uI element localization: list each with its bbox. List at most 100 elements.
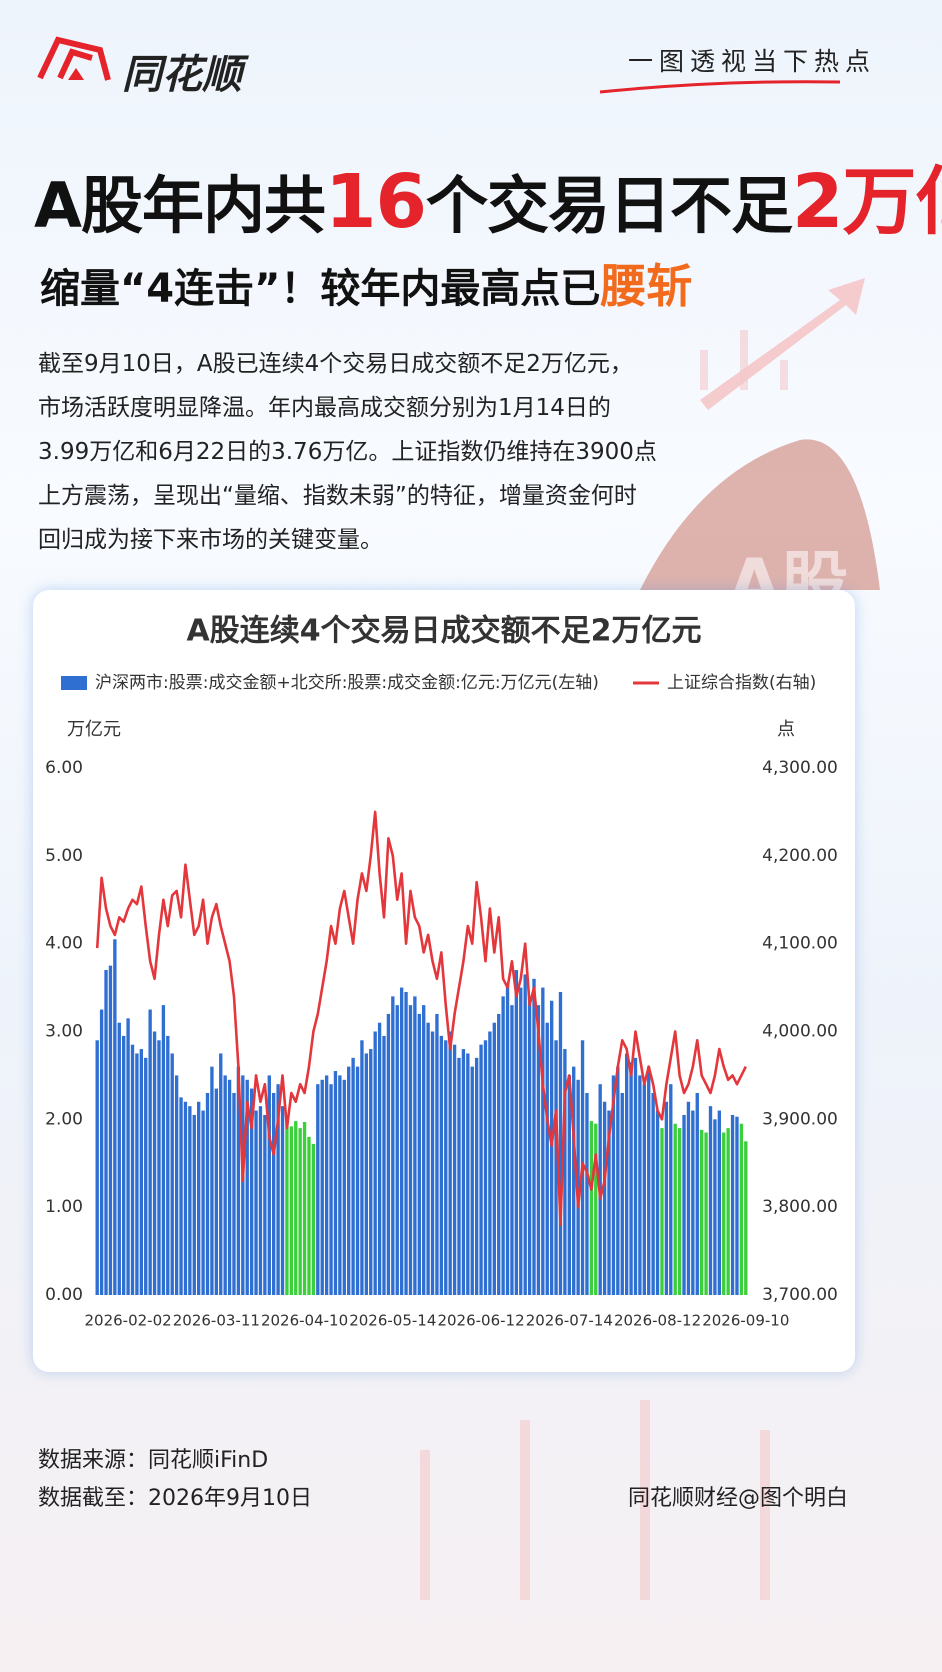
bar (532, 978, 536, 1295)
y-tick-label: 0.00 (45, 1285, 83, 1305)
bar (174, 1075, 179, 1295)
bar (611, 1075, 616, 1295)
up-arrow (700, 278, 865, 410)
chart-card: A股连续4个交易日成交额不足2万亿元 万亿元 点 0.00 1.00 2.00 3.0… (33, 590, 855, 1372)
line (95, 810, 747, 1227)
bar (660, 1128, 664, 1295)
bar (302, 1121, 307, 1295)
bar (214, 1088, 219, 1295)
y2-tick-label: 3,900.00 (762, 1109, 838, 1129)
bar (232, 1092, 236, 1295)
bar (523, 974, 527, 1295)
bar (192, 1114, 196, 1295)
bar (108, 965, 113, 1295)
paragraph-line: 3.99万亿和6月22日的3.76万亿。上证指数仍维持在3900点 (38, 439, 657, 465)
bar (408, 1005, 413, 1295)
bar (276, 1084, 280, 1295)
bar (360, 1040, 364, 1295)
bar (422, 1005, 426, 1295)
logo (37, 36, 111, 81)
bar (505, 983, 510, 1295)
y-axis-label: 万亿元 (67, 719, 121, 740)
bar (267, 1075, 271, 1295)
bar (602, 1101, 607, 1295)
slogan-underline (599, 80, 841, 94)
bar (554, 1040, 558, 1295)
y2-axis-label: 点 (777, 719, 795, 740)
bar (497, 1013, 501, 1295)
paragraph: 截至9月10日，A股已连续4个交易日成交额不足2万亿元， 市场活跃度明显降温。年内… (38, 342, 657, 562)
bar (572, 1066, 576, 1295)
bar (311, 1143, 316, 1295)
y-tick-label: 1.00 (45, 1197, 83, 1217)
bar (563, 1049, 567, 1295)
bar (722, 1132, 726, 1295)
x-tick-label: 2026-06-12 (437, 1312, 524, 1330)
bar (629, 1062, 633, 1295)
bar (329, 1084, 333, 1295)
bar (333, 1071, 338, 1295)
paragraph-line: 截至9月10日，A股已连续4个交易日成交额不足2万亿元， (38, 351, 633, 377)
headline-text: A股年内共 (34, 169, 326, 242)
bar (461, 1049, 466, 1295)
bar (117, 1022, 121, 1295)
x-tick-label: 2026-05-14 (349, 1312, 436, 1330)
bar (404, 991, 408, 1295)
bar (148, 1009, 152, 1295)
bar (430, 1031, 435, 1295)
bar (691, 1110, 695, 1295)
bar (245, 1079, 249, 1295)
y2-tick-label: 4,200.00 (762, 846, 838, 866)
bar (426, 1022, 430, 1295)
bar (205, 1092, 210, 1295)
bar (492, 1022, 496, 1295)
bar (364, 1053, 369, 1295)
headline-highlight: 2万亿 (791, 159, 942, 245)
bar (483, 1040, 488, 1295)
bar (567, 1075, 571, 1295)
bar (452, 1044, 457, 1295)
bar (708, 1106, 713, 1295)
bar (170, 1053, 174, 1295)
bar (377, 1022, 382, 1295)
bar (399, 987, 404, 1295)
bar (130, 1044, 135, 1295)
headline-text: 个交易日不足 (425, 169, 793, 242)
bar (201, 1110, 205, 1295)
bar (391, 996, 395, 1295)
bar (227, 1079, 232, 1295)
bar (669, 1084, 673, 1295)
bar (466, 1053, 470, 1295)
bar (699, 1129, 704, 1295)
bar (289, 1126, 294, 1295)
bar (241, 1075, 245, 1295)
brand: 同花顺 (122, 52, 242, 98)
y-tick-label: 3.00 (45, 1022, 83, 1042)
bar (514, 970, 519, 1295)
bar (638, 1075, 642, 1295)
bar (347, 1066, 351, 1295)
subheadline-highlight: 腰斩 (600, 259, 693, 313)
bar (342, 1079, 346, 1295)
bar (324, 1075, 329, 1295)
logo-spade (68, 68, 84, 80)
y-tick-label: 6.00 (45, 758, 83, 778)
x-tick-label: 2026-03-11 (173, 1312, 260, 1330)
bar (633, 1057, 638, 1295)
bar (470, 1066, 474, 1295)
bar (144, 1057, 148, 1295)
bar (642, 1084, 646, 1295)
y2-tick-label: 3,800.00 (762, 1197, 838, 1217)
bar (179, 1097, 183, 1295)
bar (695, 1092, 699, 1295)
bar (704, 1132, 708, 1295)
bar (589, 1121, 594, 1295)
bar (686, 1101, 691, 1295)
bar (157, 1040, 161, 1295)
footer-credit: 同花顺财经@图个明白 (628, 1486, 849, 1511)
bar (161, 1005, 166, 1295)
bar (369, 1049, 373, 1295)
y-tick-label: 4.00 (45, 934, 83, 954)
subheadline: 缩量“4连击”！较年内最高点已腰斩 (40, 250, 692, 316)
bull (640, 439, 880, 590)
